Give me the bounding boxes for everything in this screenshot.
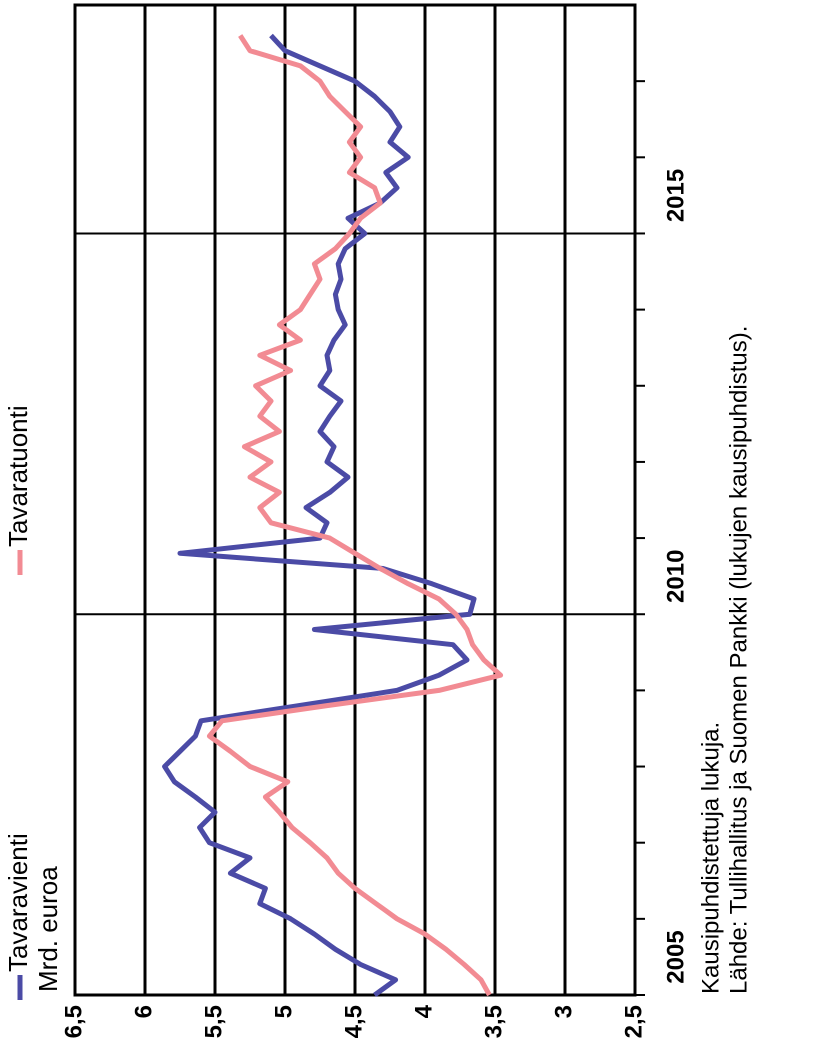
x-tick-label: 2005 — [662, 930, 689, 983]
series-line — [162, 33, 477, 998]
x-tick-label: 2015 — [662, 169, 689, 222]
y-tick-label: 2,5 — [620, 1005, 647, 1038]
y-tick-label: 5 — [270, 1005, 297, 1018]
note: Kausipuhdistettuja lukuja. — [697, 722, 724, 994]
note: Lähde: Tullihallitus ja Suomen Pankki (l… — [725, 326, 752, 994]
y-tick-label: 3 — [550, 1005, 577, 1018]
series-line — [206, 34, 504, 997]
y-tick-label: 5,5 — [200, 1005, 227, 1038]
legend-label: Tavaravienti — [3, 833, 33, 972]
rotated-chart: Mrd. euroa Kausipuhdistettuja lukuja. Lä… — [3, 3, 752, 1038]
y-axis-label: Mrd. euroa — [33, 866, 63, 992]
y-tick-label: 3,5 — [480, 1005, 507, 1038]
x-tick-label: 2010 — [662, 550, 689, 603]
y-tick-label: 4 — [410, 1004, 437, 1018]
y-tick-label: 4,5 — [340, 1005, 367, 1038]
y-tick-label: 6 — [130, 1005, 157, 1018]
legend-label: Tavaratuonti — [3, 405, 33, 547]
y-tick-label: 6,5 — [60, 1005, 87, 1038]
plot-frame — [73, 3, 637, 997]
